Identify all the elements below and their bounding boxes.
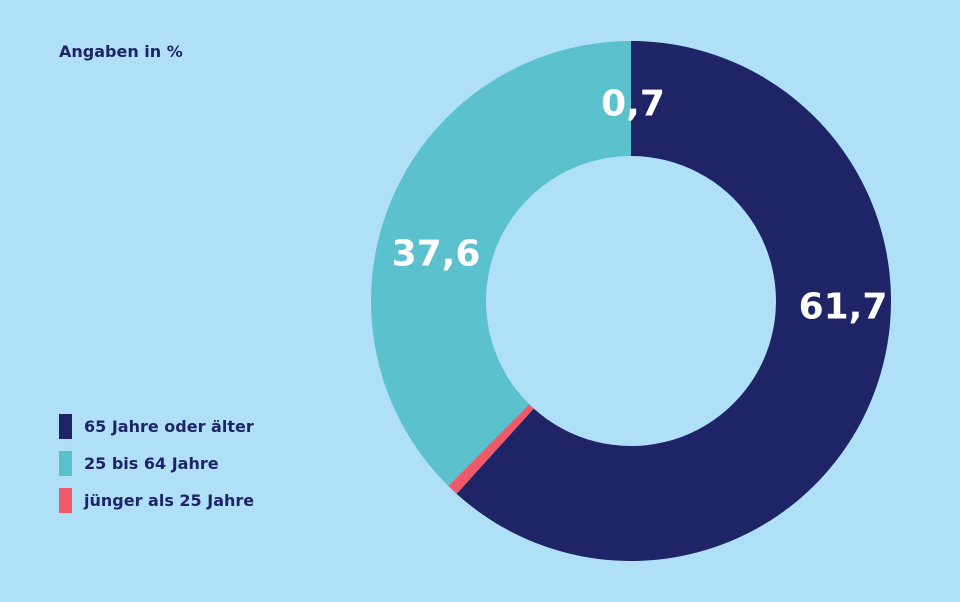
legend-label: 65 Jahre oder älter (84, 416, 254, 436)
donut-slices (370, 41, 892, 562)
legend: 65 Jahre oder älter 25 bis 64 Jahre jüng… (59, 413, 254, 524)
legend-item-65-plus: 65 Jahre oder älter (59, 413, 254, 439)
legend-label: jünger als 25 Jahre (84, 490, 255, 510)
slice-value-label: 0,7 (601, 84, 665, 125)
legend-swatch (59, 450, 72, 476)
donut-slice (370, 41, 631, 486)
legend-item-under-25: jünger als 25 Jahre (59, 487, 254, 513)
legend-label: 25 bis 64 Jahre (84, 453, 219, 473)
slice-value-label: 37,6 (392, 234, 481, 275)
unit-note: Angaben in % (59, 42, 183, 61)
donut-slice-labels: 61,7 0,7 37,6 (392, 84, 888, 328)
slice-value-label: 61,7 (799, 287, 888, 328)
legend-item-25-64: 25 bis 64 Jahre (59, 450, 254, 476)
legend-swatch (59, 487, 72, 513)
legend-swatch (59, 413, 72, 439)
donut-slice (456, 41, 892, 562)
donut-slice (448, 404, 534, 494)
